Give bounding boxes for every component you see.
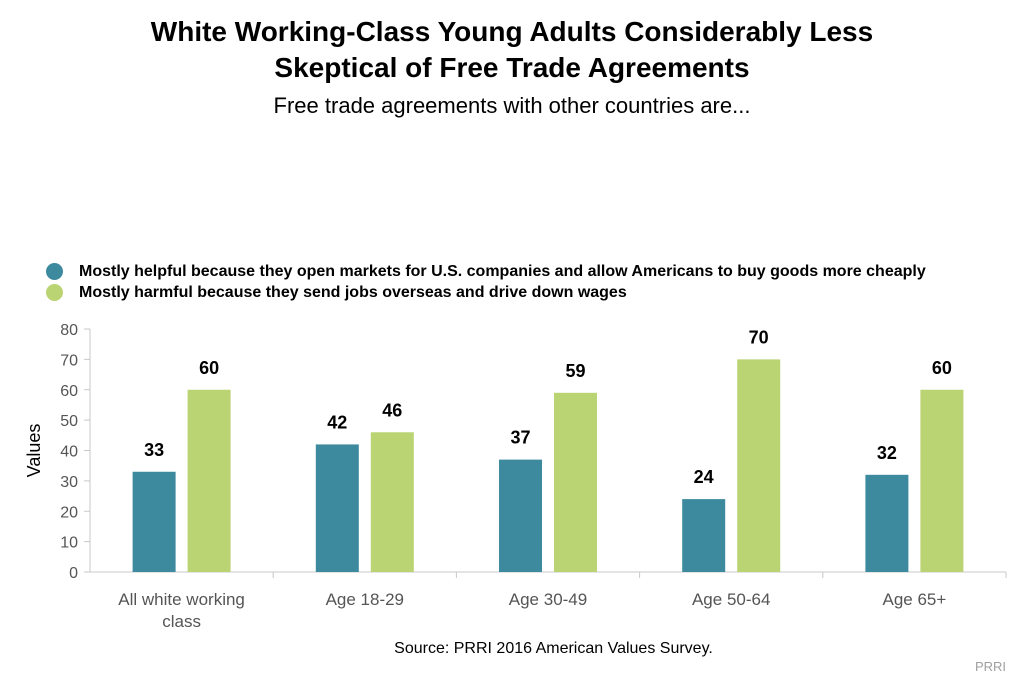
y-tick-label: 0 <box>69 565 78 582</box>
legend-marker-harmful <box>46 284 63 301</box>
bar-harmful <box>370 432 414 572</box>
bar-helpful <box>682 499 726 572</box>
y-tick-label: 30 <box>60 474 78 491</box>
data-label-helpful: 42 <box>327 412 347 432</box>
chart-subtitle: Free trade agreements with other countri… <box>273 93 751 118</box>
data-label-helpful: 32 <box>877 443 897 463</box>
x-tick-label: class <box>162 612 201 631</box>
legend-label-harmful: Mostly harmful because they send jobs ov… <box>79 283 627 301</box>
y-tick-label: 20 <box>60 504 78 521</box>
chart-title: White Working-Class Young Adults Conside… <box>0 14 1024 86</box>
bar-harmful <box>737 359 781 572</box>
bar-harmful <box>187 389 231 572</box>
x-tick-label: Age 65+ <box>882 590 946 609</box>
y-axis-label: Values <box>24 424 44 478</box>
x-tick-label: Age 50-64 <box>692 590 770 609</box>
data-label-harmful: 46 <box>382 400 402 420</box>
x-tick-label: All white working <box>118 590 245 609</box>
bar-helpful <box>315 444 359 572</box>
data-label-helpful: 24 <box>694 467 714 487</box>
credit-label: PRRI <box>974 659 1006 674</box>
source-note: Source: PRRI 2016 American Values Survey… <box>394 640 713 657</box>
y-tick-label: 70 <box>60 352 78 369</box>
x-tick-label: Age 18-29 <box>326 590 404 609</box>
y-tick-label: 50 <box>60 413 78 430</box>
legend: Mostly helpful because they open markets… <box>46 261 926 303</box>
bar-helpful <box>132 471 176 572</box>
data-label-harmful: 60 <box>932 358 952 378</box>
data-label-harmful: 59 <box>565 361 585 381</box>
legend-label-helpful: Mostly helpful because they open markets… <box>79 262 926 280</box>
bar-helpful <box>499 459 542 572</box>
bar-harmful <box>554 392 597 572</box>
x-tick-label: Age 30-49 <box>509 590 587 609</box>
y-tick-label: 10 <box>60 535 78 552</box>
legend-item-helpful: Mostly helpful because they open markets… <box>46 261 926 282</box>
y-tick-label: 60 <box>60 383 78 400</box>
chart-title-line-1: White Working-Class Young Adults Conside… <box>150 16 874 47</box>
bar-helpful <box>865 474 909 572</box>
legend-marker-helpful <box>46 263 63 280</box>
legend-item-harmful: Mostly harmful because they send jobs ov… <box>46 282 926 303</box>
y-tick-label: 80 <box>60 322 78 339</box>
data-label-helpful: 33 <box>144 440 164 460</box>
data-label-helpful: 37 <box>510 428 530 448</box>
chart-title-line-2: Skeptical of Free Trade Agreements <box>274 52 750 83</box>
data-label-harmful: 70 <box>749 327 769 347</box>
bar-harmful <box>920 389 964 572</box>
data-label-harmful: 60 <box>199 358 219 378</box>
y-tick-label: 40 <box>60 444 78 461</box>
